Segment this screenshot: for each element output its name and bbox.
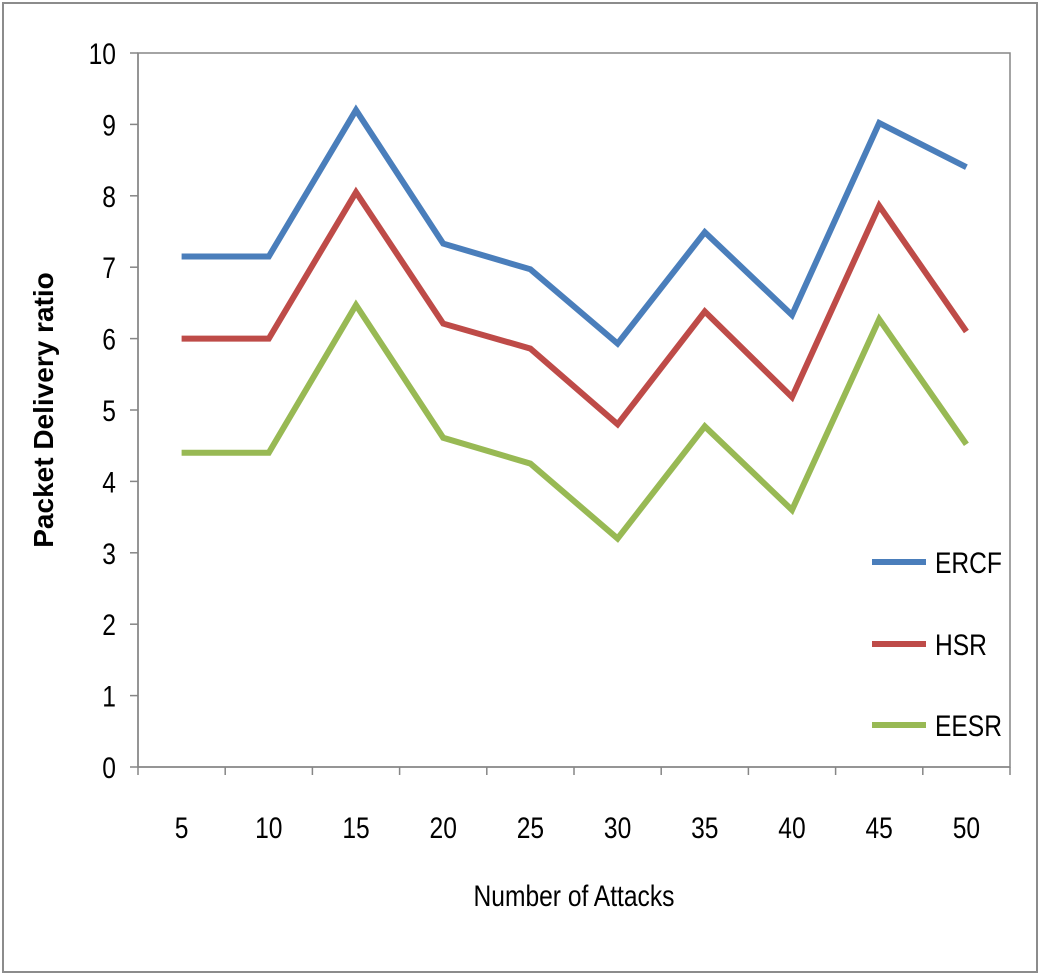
y-tick-label: 5 — [102, 394, 116, 428]
x-tick-label: 5 — [175, 811, 189, 845]
x-tick-label: 10 — [255, 811, 282, 845]
y-tick-label: 1 — [102, 679, 116, 713]
x-tick-label: 40 — [778, 811, 805, 845]
x-tick-label: 45 — [866, 811, 893, 845]
y-tick-label: 8 — [102, 179, 116, 213]
x-tick-labels: 5 10 15 20 25 30 35 40 45 50 — [137, 767, 1011, 845]
x-tick-label: 15 — [342, 811, 369, 845]
y-tick-label: 2 — [102, 608, 116, 642]
series-line-hsr — [181, 186, 969, 429]
y-tick-label: 4 — [102, 465, 116, 499]
y-tick-labels: 0 1 2 3 4 5 6 7 8 9 10 — [89, 37, 138, 785]
x-axis-title: Number of Attacks — [474, 879, 675, 913]
legend: ERCF HSR EESR — [872, 546, 1002, 743]
y-tick-label: 6 — [102, 322, 116, 356]
plot-area-border — [137, 52, 1011, 768]
y-tick-label: 10 — [89, 37, 116, 71]
x-tick-label: 30 — [604, 811, 631, 845]
x-tick-label: 20 — [430, 811, 457, 845]
x-tick-label: 25 — [517, 811, 544, 845]
x-tick-label: 50 — [953, 811, 980, 845]
series-line-ercf — [181, 104, 968, 348]
series-line-eesr — [181, 299, 969, 543]
series-lines — [181, 104, 969, 543]
legend-label-eesr: EESR — [935, 709, 1002, 743]
axes — [137, 52, 1011, 768]
legend-label-hsr: HSR — [935, 628, 987, 662]
y-tick-label: 7 — [102, 251, 116, 285]
y-tick-label: 3 — [102, 536, 116, 570]
x-tick-label: 35 — [691, 811, 718, 845]
y-tick-label: 9 — [102, 108, 116, 142]
legend-label-ercf: ERCF — [935, 546, 1002, 580]
y-axis-title: Packet Delivery ratio — [28, 272, 59, 548]
y-tick-label: 0 — [102, 751, 116, 785]
